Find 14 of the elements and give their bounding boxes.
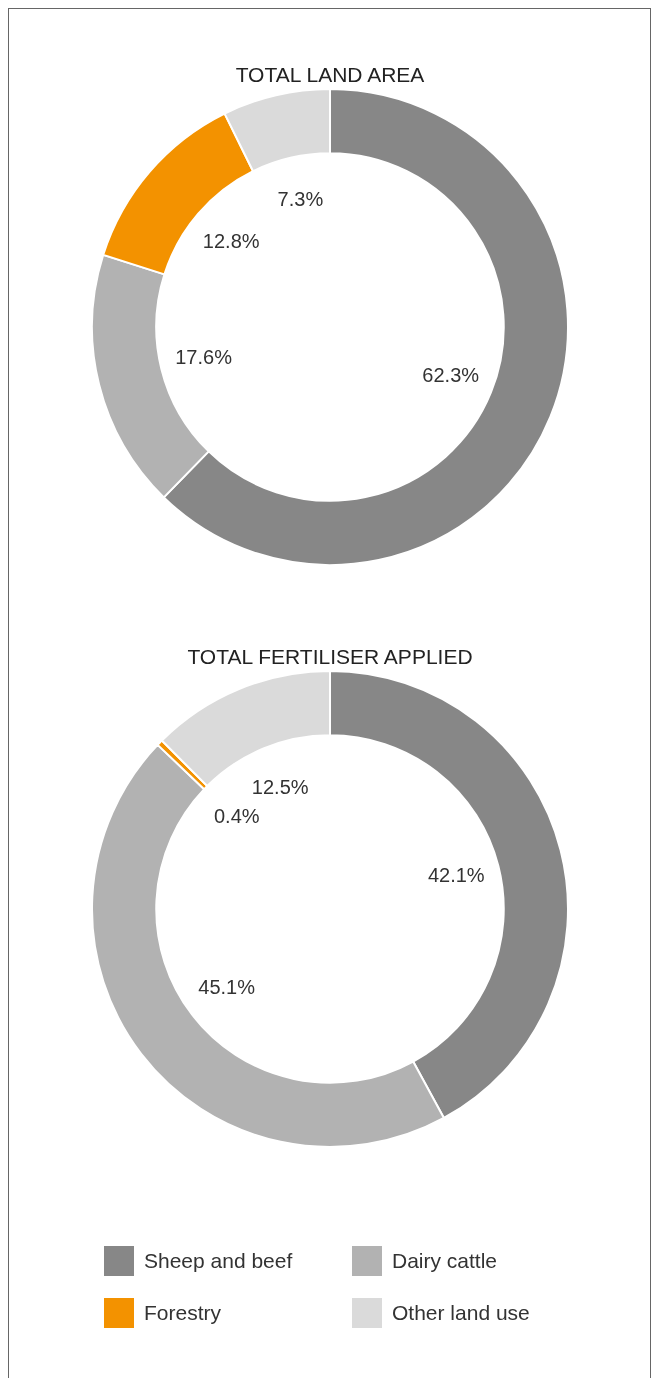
data-label: 17.6% bbox=[175, 346, 233, 369]
data-label: 42.1% bbox=[427, 864, 485, 887]
legend-label: Other land use bbox=[392, 1301, 530, 1325]
legend-label: Sheep and beef bbox=[144, 1249, 293, 1273]
chart-title: TOTAL LAND AREA bbox=[234, 62, 426, 88]
data-label: 0.4% bbox=[213, 805, 260, 828]
data-label: 12.5% bbox=[251, 776, 309, 799]
data-label: 62.3% bbox=[422, 363, 480, 386]
data-label: 45.1% bbox=[198, 975, 256, 998]
legend-label: Forestry bbox=[144, 1301, 222, 1325]
legend-label: Dairy cattle bbox=[392, 1249, 498, 1273]
chart-title: TOTAL FERTILISER APPLIED bbox=[186, 644, 474, 670]
data-label: 7.3% bbox=[277, 187, 324, 210]
data-label: 12.8% bbox=[202, 229, 260, 252]
